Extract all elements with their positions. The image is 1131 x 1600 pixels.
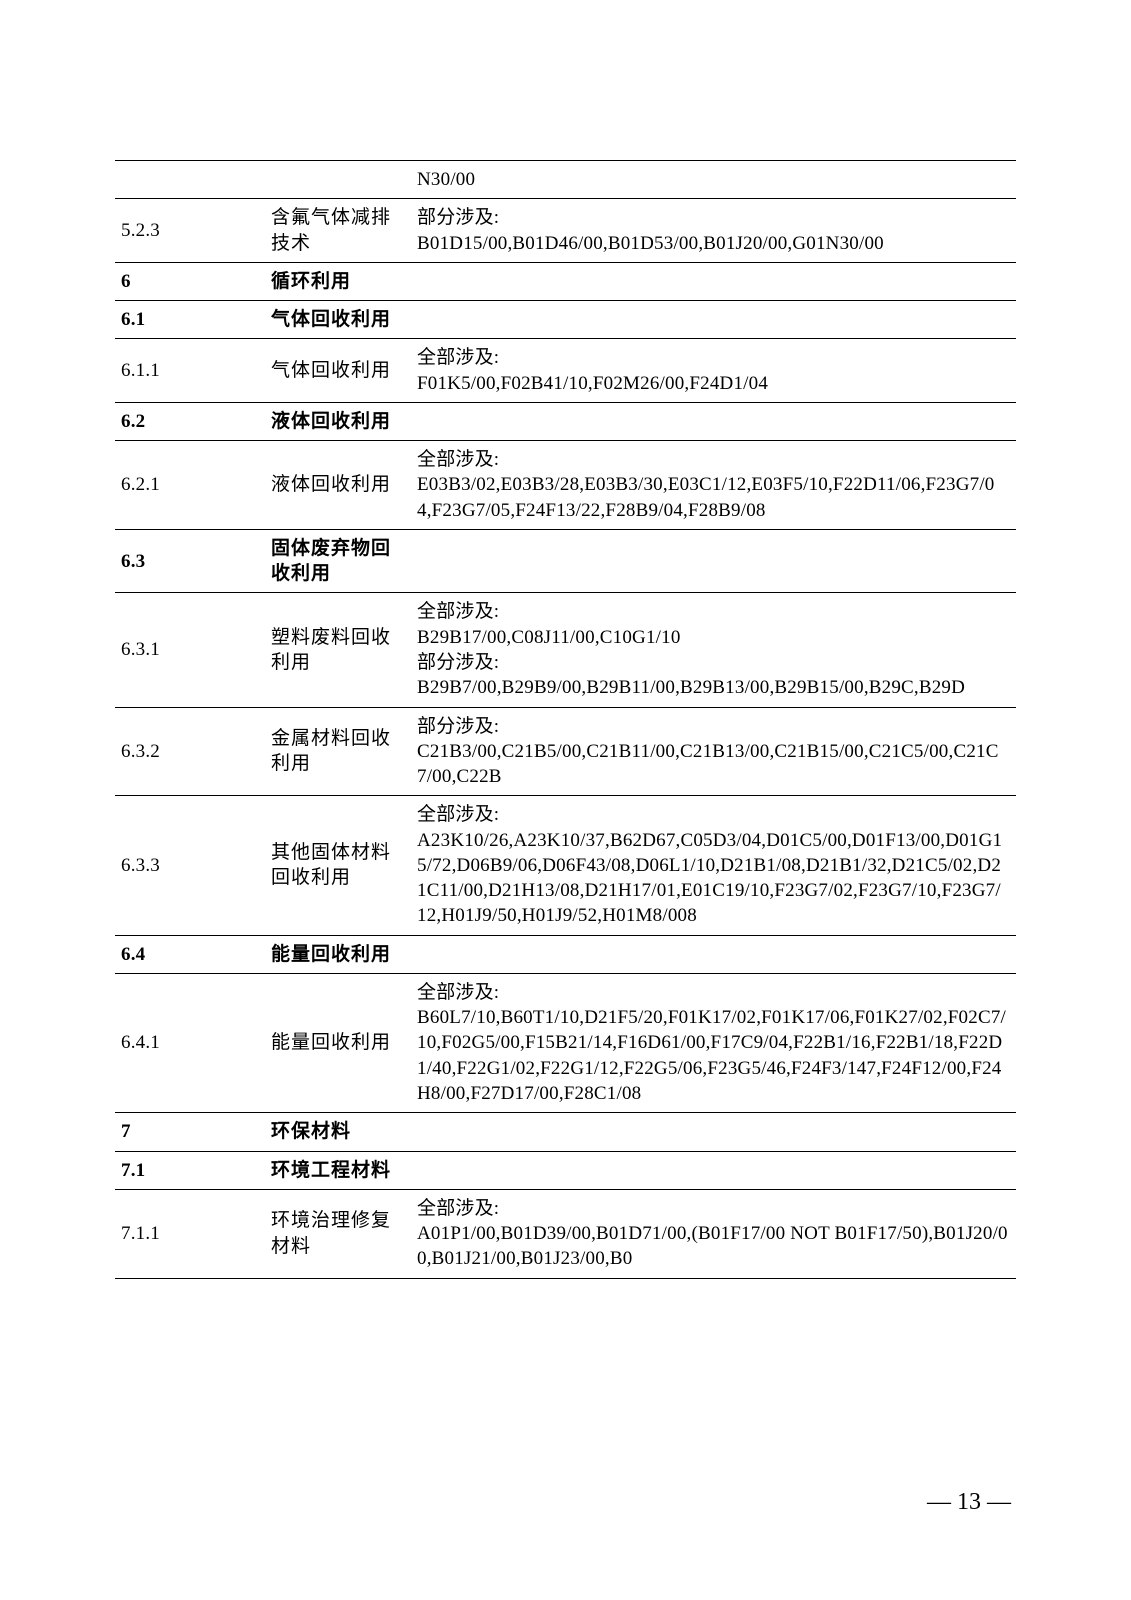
table-row: 7.1.1环境治理修复材料全部涉及: A01P1/00,B01D39/00,B0… <box>115 1189 1016 1278</box>
cell-title: 环境工程材料 <box>265 1151 411 1189</box>
table-row: 6循环利用 <box>115 262 1016 300</box>
cell-code: 6 <box>115 262 265 300</box>
cell-text <box>411 1113 1016 1151</box>
cell-code: 6.2 <box>115 402 265 440</box>
cell-code: 5.2.3 <box>115 199 265 263</box>
cell-title: 环保材料 <box>265 1113 411 1151</box>
cell-text <box>411 301 1016 339</box>
table-row: 6.1气体回收利用 <box>115 301 1016 339</box>
cell-title: 固体废弃物回收利用 <box>265 529 411 593</box>
cell-title: 其他固体材料回收利用 <box>265 796 411 935</box>
cell-text <box>411 935 1016 973</box>
classification-table: N30/005.2.3含氟气体减排技术部分涉及: B01D15/00,B01D4… <box>115 160 1016 1279</box>
cell-title: 气体回收利用 <box>265 301 411 339</box>
table-row: 6.4.1能量回收利用全部涉及: B60L7/10,B60T1/10,D21F5… <box>115 973 1016 1112</box>
table-row: 6.3.2金属材料回收利用部分涉及: C21B3/00,C21B5/00,C21… <box>115 707 1016 796</box>
cell-text: 全部涉及: B29B17/00,C08J11/00,C10G1/10 部分涉及:… <box>411 593 1016 707</box>
cell-code: 6.1 <box>115 301 265 339</box>
cell-text: 全部涉及: A23K10/26,A23K10/37,B62D67,C05D3/0… <box>411 796 1016 935</box>
cell-text: 全部涉及: A01P1/00,B01D39/00,B01D71/00,(B01F… <box>411 1189 1016 1278</box>
cell-title: 塑料废料回收利用 <box>265 593 411 707</box>
cell-title: 能量回收利用 <box>265 935 411 973</box>
cell-title: 能量回收利用 <box>265 973 411 1112</box>
cell-text <box>411 1151 1016 1189</box>
table-row: 7环保材料 <box>115 1113 1016 1151</box>
cell-text: N30/00 <box>411 161 1016 199</box>
table-row: 6.2液体回收利用 <box>115 402 1016 440</box>
cell-text: 部分涉及: C21B3/00,C21B5/00,C21B11/00,C21B13… <box>411 707 1016 796</box>
table-row: 6.3.3其他固体材料回收利用全部涉及: A23K10/26,A23K10/37… <box>115 796 1016 935</box>
cell-code: 6.1.1 <box>115 339 265 403</box>
cell-code: 7 <box>115 1113 265 1151</box>
table-row: 6.4能量回收利用 <box>115 935 1016 973</box>
cell-title: 环境治理修复材料 <box>265 1189 411 1278</box>
cell-title: 金属材料回收利用 <box>265 707 411 796</box>
cell-text: 全部涉及: F01K5/00,F02B41/10,F02M26/00,F24D1… <box>411 339 1016 403</box>
table-row: 6.2.1液体回收利用全部涉及: E03B3/02,E03B3/28,E03B3… <box>115 441 1016 530</box>
cell-code: 6.3.1 <box>115 593 265 707</box>
cell-text <box>411 402 1016 440</box>
cell-code: 7.1.1 <box>115 1189 265 1278</box>
cell-code: 7.1 <box>115 1151 265 1189</box>
table-row: N30/00 <box>115 161 1016 199</box>
cell-text <box>411 262 1016 300</box>
cell-title: 气体回收利用 <box>265 339 411 403</box>
cell-text: 全部涉及: E03B3/02,E03B3/28,E03B3/30,E03C1/1… <box>411 441 1016 530</box>
document-page: N30/005.2.3含氟气体减排技术部分涉及: B01D15/00,B01D4… <box>0 0 1131 1279</box>
table-row: 6.3.1塑料废料回收利用全部涉及: B29B17/00,C08J11/00,C… <box>115 593 1016 707</box>
cell-code: 6.4.1 <box>115 973 265 1112</box>
cell-code: 6.4 <box>115 935 265 973</box>
table-row: 6.3固体废弃物回收利用 <box>115 529 1016 593</box>
cell-code: 6.3.3 <box>115 796 265 935</box>
page-number: — 13 — <box>927 1489 1011 1516</box>
cell-code: 6.2.1 <box>115 441 265 530</box>
cell-code <box>115 161 265 199</box>
cell-code: 6.3.2 <box>115 707 265 796</box>
cell-title <box>265 161 411 199</box>
cell-title: 循环利用 <box>265 262 411 300</box>
table-body: N30/005.2.3含氟气体减排技术部分涉及: B01D15/00,B01D4… <box>115 161 1016 1279</box>
table-row: 5.2.3含氟气体减排技术部分涉及: B01D15/00,B01D46/00,B… <box>115 199 1016 263</box>
cell-code: 6.3 <box>115 529 265 593</box>
table-row: 6.1.1气体回收利用全部涉及: F01K5/00,F02B41/10,F02M… <box>115 339 1016 403</box>
cell-text: 全部涉及: B60L7/10,B60T1/10,D21F5/20,F01K17/… <box>411 973 1016 1112</box>
cell-text <box>411 529 1016 593</box>
cell-title: 液体回收利用 <box>265 402 411 440</box>
table-row: 7.1环境工程材料 <box>115 1151 1016 1189</box>
cell-title: 含氟气体减排技术 <box>265 199 411 263</box>
cell-title: 液体回收利用 <box>265 441 411 530</box>
cell-text: 部分涉及: B01D15/00,B01D46/00,B01D53/00,B01J… <box>411 199 1016 263</box>
